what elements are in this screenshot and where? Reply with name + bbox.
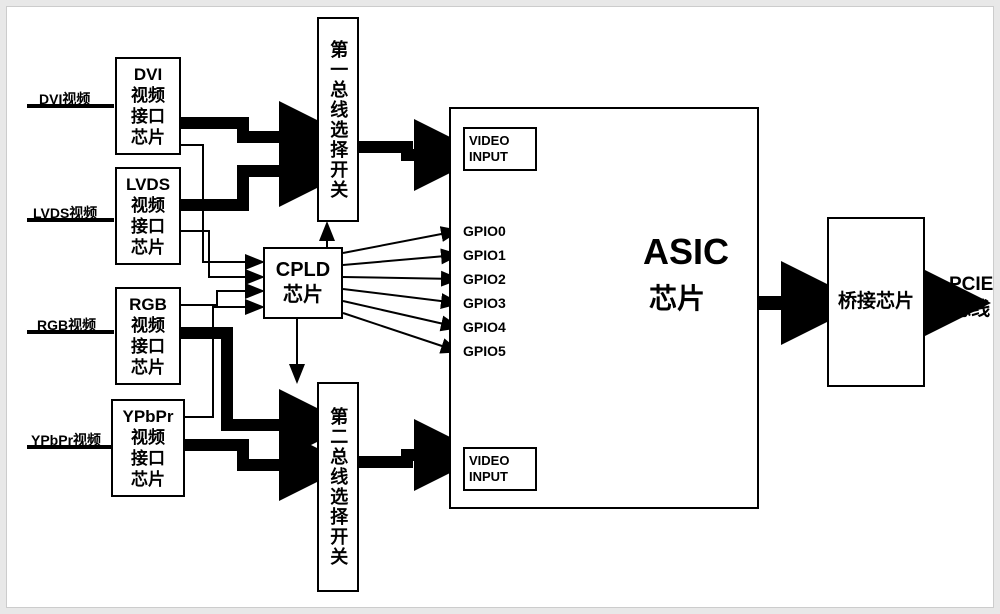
bridge-chip-box: 桥接芯片 xyxy=(827,217,925,387)
gpio1-label: GPIO1 xyxy=(463,247,506,265)
pcie-l2: 总线 xyxy=(949,298,993,323)
dvi-chip-l2: 视频 xyxy=(131,85,165,106)
dvi-chip-l1: DVI xyxy=(134,64,162,85)
video-input-bottom: VIDEO INPUT xyxy=(463,447,537,491)
gpio5-label: GPIO5 xyxy=(463,343,506,361)
gpio0-label: GPIO0 xyxy=(463,223,506,241)
gpio3-label: GPIO3 xyxy=(463,295,506,313)
rgb-chip-box: RGB 视频 接口 芯片 xyxy=(115,287,181,385)
input-label-ypbpr: YPbPr视频 xyxy=(31,430,101,450)
cpld-chip-box: CPLD 芯片 xyxy=(263,247,343,319)
asic-subtitle: 芯片 xyxy=(649,281,705,316)
bus-switch-1: 第一总线选择开关 xyxy=(317,17,359,222)
cpld-l2: 芯片 xyxy=(283,283,323,308)
lvds-chip-l1: LVDS xyxy=(126,174,170,195)
input-label-rgb: RGB视频 xyxy=(37,315,96,335)
ypbpr-chip-l4: 芯片 xyxy=(131,469,165,490)
lvds-chip-l2: 视频 xyxy=(131,195,165,216)
asic-title: ASIC xyxy=(643,229,729,274)
ypbpr-chip-l2: 视频 xyxy=(131,427,165,448)
video-input-top: VIDEO INPUT xyxy=(463,127,537,171)
ypbpr-chip-l3: 接口 xyxy=(131,448,165,469)
ypbpr-chip-box: YPbPr 视频 接口 芯片 xyxy=(111,399,185,497)
diagram-canvas: DVI视频 LVDS视频 RGB视频 YPbPr视频 DVI 视频 接口 芯片 … xyxy=(6,6,994,608)
gpio4-label: GPIO4 xyxy=(463,319,506,337)
rgb-chip-l2: 视频 xyxy=(131,315,165,336)
dvi-chip-l3: 接口 xyxy=(131,106,165,127)
asic-chip-box: ASIC 芯片 VIDEO INPUT VIDEO INPUT GPIO0 GP… xyxy=(449,107,759,509)
input-label-dvi: DVI视频 xyxy=(39,89,90,109)
lvds-chip-box: LVDS 视频 接口 芯片 xyxy=(115,167,181,265)
dvi-chip-l4: 芯片 xyxy=(131,127,165,148)
input-label-lvds: LVDS视频 xyxy=(33,203,97,223)
bus-switch-2-label: 第二总线选择开关 xyxy=(327,407,350,567)
lvds-chip-l4: 芯片 xyxy=(131,237,165,258)
bus-switch-2: 第二总线选择开关 xyxy=(317,382,359,592)
pcie-l1: PCIE xyxy=(949,273,993,298)
cpld-l1: CPLD xyxy=(276,258,330,283)
gpio2-label: GPIO2 xyxy=(463,271,506,289)
lvds-chip-l3: 接口 xyxy=(131,216,165,237)
rgb-chip-l4: 芯片 xyxy=(131,357,165,378)
bridge-label: 桥接芯片 xyxy=(838,290,914,314)
pcie-output: PCIE 总线 xyxy=(949,273,993,322)
rgb-chip-l3: 接口 xyxy=(131,336,165,357)
bus-switch-1-label: 第一总线选择开关 xyxy=(327,40,350,200)
dvi-chip-box: DVI 视频 接口 芯片 xyxy=(115,57,181,155)
rgb-chip-l1: RGB xyxy=(129,294,167,315)
ypbpr-chip-l1: YPbPr xyxy=(122,406,173,427)
